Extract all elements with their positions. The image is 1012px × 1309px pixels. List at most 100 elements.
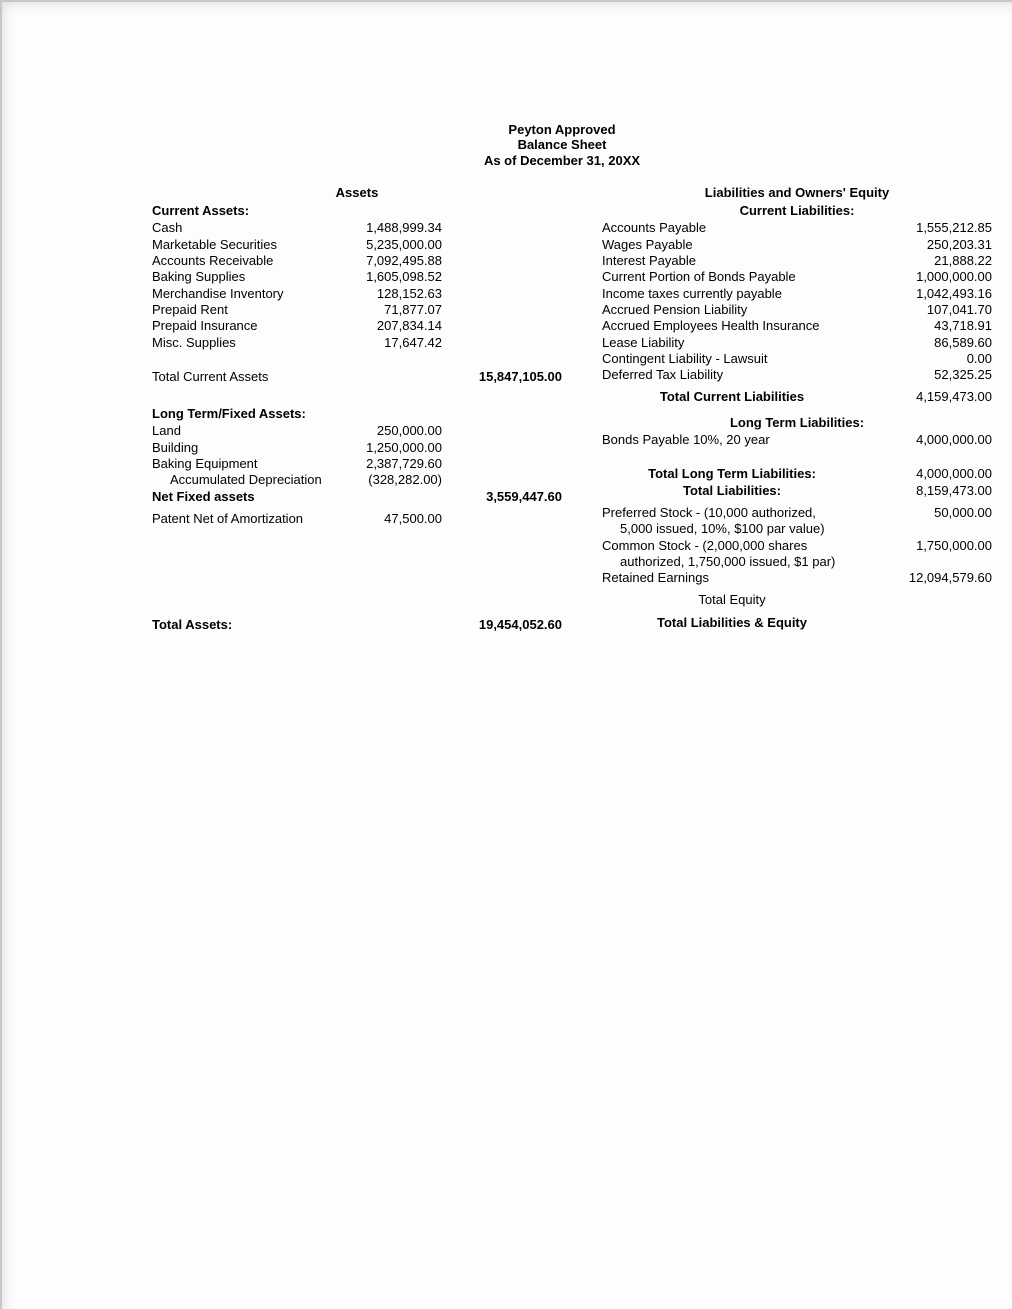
current-liabilities-heading: Current Liabilities: (602, 204, 992, 218)
document-page: Peyton Approved Balance Sheet As of Dece… (0, 0, 1012, 1309)
preferred-stock-label-1: Preferred Stock - (10,000 authorized, (602, 506, 862, 520)
total-liabilities-equity-label: Total Liabilities & Equity (602, 616, 862, 630)
retained-earnings-value: 12,094,579.60 (872, 571, 992, 585)
liability-row: Contingent Liability - Lawsuit 0.00 (602, 351, 992, 367)
preferred-stock-row: Preferred Stock - (10,000 authorized, 50… (602, 505, 992, 521)
asset-label: Misc. Supplies (152, 336, 332, 350)
liability-row: Interest Payable21,888.22 (602, 253, 992, 269)
liability-label: Interest Payable (602, 254, 862, 268)
asset-label: Baking Supplies (152, 270, 332, 284)
liability-label: Wages Payable (602, 238, 862, 252)
liabilities-column: Liabilities and Owners' Equity Current L… (602, 186, 992, 634)
total-longterm-liabilities-value: 4,000,000.00 (872, 467, 992, 481)
liability-label: Lease Liability (602, 336, 862, 350)
report-name: Balance Sheet (152, 138, 972, 152)
liability-label: Current Portion of Bonds Payable (602, 270, 862, 284)
common-stock-label-2: authorized, 1,750,000 issued, $1 par) (602, 555, 862, 569)
total-current-liabilities-row: Total Current Liabilities 4,159,473.00 (602, 389, 992, 405)
total-liabilities-value: 8,159,473.00 (872, 484, 992, 498)
liability-value: 250,203.31 (872, 238, 992, 252)
two-column-layout: Assets Current Assets: Cash1,488,999.34M… (152, 186, 972, 634)
liability-value: 1,042,493.16 (872, 287, 992, 301)
total-current-assets-row: Total Current Assets 15,847,105.00 (152, 369, 562, 385)
liability-value: 43,718.91 (872, 319, 992, 333)
asset-value: 71,877.07 (342, 303, 442, 317)
asset-row: Building1,250,000.00 (152, 440, 562, 456)
total-liabilities-equity-row: Total Liabilities & Equity (602, 615, 992, 631)
asset-value: 17,647.42 (342, 336, 442, 350)
liability-row: Accrued Pension Liability107,041.70 (602, 302, 992, 318)
current-assets-list: Cash 1,488,999.34 Marketable Securities5,2… (152, 220, 562, 350)
report-date: As of December 31, 20XX (152, 154, 972, 168)
current-assets-heading: Current Assets: (152, 204, 562, 218)
patent-row: Patent Net of Amortization 47,500.00 (152, 511, 562, 527)
asset-row: Accounts Receivable 7,092,495.88 (152, 253, 562, 269)
liability-row: Deferred Tax Liability52,325.25 (602, 367, 992, 383)
asset-row: Baking Equipment2,387,729.60 (152, 456, 562, 472)
asset-label: Marketable Securities (152, 238, 332, 252)
liability-value: 1,555,212.85 (872, 221, 992, 235)
patent-value: 47,500.00 (342, 512, 442, 526)
total-equity-label: Total Equity (602, 593, 862, 607)
longterm-assets-heading: Long Term/Fixed Assets: (152, 407, 562, 421)
total-longterm-liabilities-label: Total Long Term Liabilities: (602, 467, 862, 481)
liabilities-title: Liabilities and Owners' Equity (602, 186, 992, 200)
asset-row: Marketable Securities5,235,000.00 (152, 237, 562, 253)
liability-row: Lease Liability 86,589.60 (602, 335, 992, 351)
common-stock-label-1: Common Stock - (2,000,000 shares (602, 539, 862, 553)
preferred-stock-label-2: 5,000 issued, 10%, $100 par value) (602, 522, 862, 536)
liability-value: 0.00 (872, 352, 992, 366)
liability-value: 52,325.25 (872, 368, 992, 382)
liability-label: Income taxes currently payable (602, 287, 862, 301)
net-fixed-assets-value: 3,559,447.60 (452, 490, 562, 504)
liability-row: Wages Payable 250,203.31 (602, 237, 992, 253)
net-fixed-assets-row: Net Fixed assets 3,559,447.60 (152, 489, 562, 505)
asset-row: Cash 1,488,999.34 (152, 220, 562, 236)
asset-value: 1,488,999.34 (342, 221, 442, 235)
liability-value: 1,000,000.00 (872, 270, 992, 284)
company-name: Peyton Approved (152, 123, 972, 137)
longterm-assets-list: Land 250,000.00 Building1,250,000.00Baking… (152, 423, 562, 488)
total-liabilities-row: Total Liabilities: 8,159,473.00 (602, 483, 992, 499)
preferred-stock-row2: 5,000 issued, 10%, $100 par value) (602, 521, 992, 537)
asset-row: Land 250,000.00 (152, 423, 562, 439)
liability-row: Income taxes currently payable 1,042,493.… (602, 286, 992, 302)
total-current-liabilities-value: 4,159,473.00 (872, 390, 992, 404)
liability-row: Accrued Employees Health Insurance43,718… (602, 318, 992, 334)
common-stock-row: Common Stock - (2,000,000 shares 1,750,0… (602, 538, 992, 554)
asset-value: 250,000.00 (342, 424, 442, 438)
liability-label: Accounts Payable (602, 221, 862, 235)
asset-value: (328,282.00) (342, 473, 442, 487)
common-stock-value: 1,750,000.00 (872, 539, 992, 553)
asset-label: Cash (152, 221, 332, 235)
asset-value: 207,834.14 (342, 319, 442, 333)
longterm-liabilities-heading: Long Term Liabilities: (602, 416, 992, 430)
asset-row: Accumulated Depreciation(328,282.00) (152, 472, 562, 488)
balance-sheet: Peyton Approved Balance Sheet As of Dece… (152, 123, 972, 634)
total-assets-value: 19,454,052.60 (452, 618, 562, 632)
asset-label: Land (152, 424, 332, 438)
asset-row: Misc. Supplies 17,647.42 (152, 335, 562, 351)
bonds-payable-label: Bonds Payable 10%, 20 year (602, 433, 862, 447)
total-assets-row: Total Assets: 19,454,052.60 (152, 617, 562, 633)
asset-value: 128,152.63 (342, 287, 442, 301)
liability-value: 86,589.60 (872, 336, 992, 350)
asset-row: Merchandise Inventory 128,152.63 (152, 286, 562, 302)
asset-value: 7,092,495.88 (342, 254, 442, 268)
common-stock-row2: authorized, 1,750,000 issued, $1 par) (602, 554, 992, 570)
current-liabilities-list: Accounts Payable 1,555,212.85 Wages Payabl… (602, 220, 992, 383)
net-fixed-assets-label: Net Fixed assets (152, 490, 332, 504)
patent-label: Patent Net of Amortization (152, 512, 332, 526)
asset-label: Merchandise Inventory (152, 287, 332, 301)
liability-row: Current Portion of Bonds Payable 1,000,00… (602, 269, 992, 285)
asset-label: Prepaid Rent (152, 303, 332, 317)
asset-label: Accounts Receivable (152, 254, 332, 268)
asset-label: Prepaid Insurance (152, 319, 332, 333)
asset-row: Prepaid Rent 71,877.07 (152, 302, 562, 318)
preferred-stock-value: 50,000.00 (872, 506, 992, 520)
bonds-payable-value: 4,000,000.00 (872, 433, 992, 447)
total-liabilities-label: Total Liabilities: (602, 484, 862, 498)
liability-label: Contingent Liability - Lawsuit (602, 352, 862, 366)
asset-value: 1,605,098.52 (342, 270, 442, 284)
total-current-assets-label: Total Current Assets (152, 370, 332, 384)
